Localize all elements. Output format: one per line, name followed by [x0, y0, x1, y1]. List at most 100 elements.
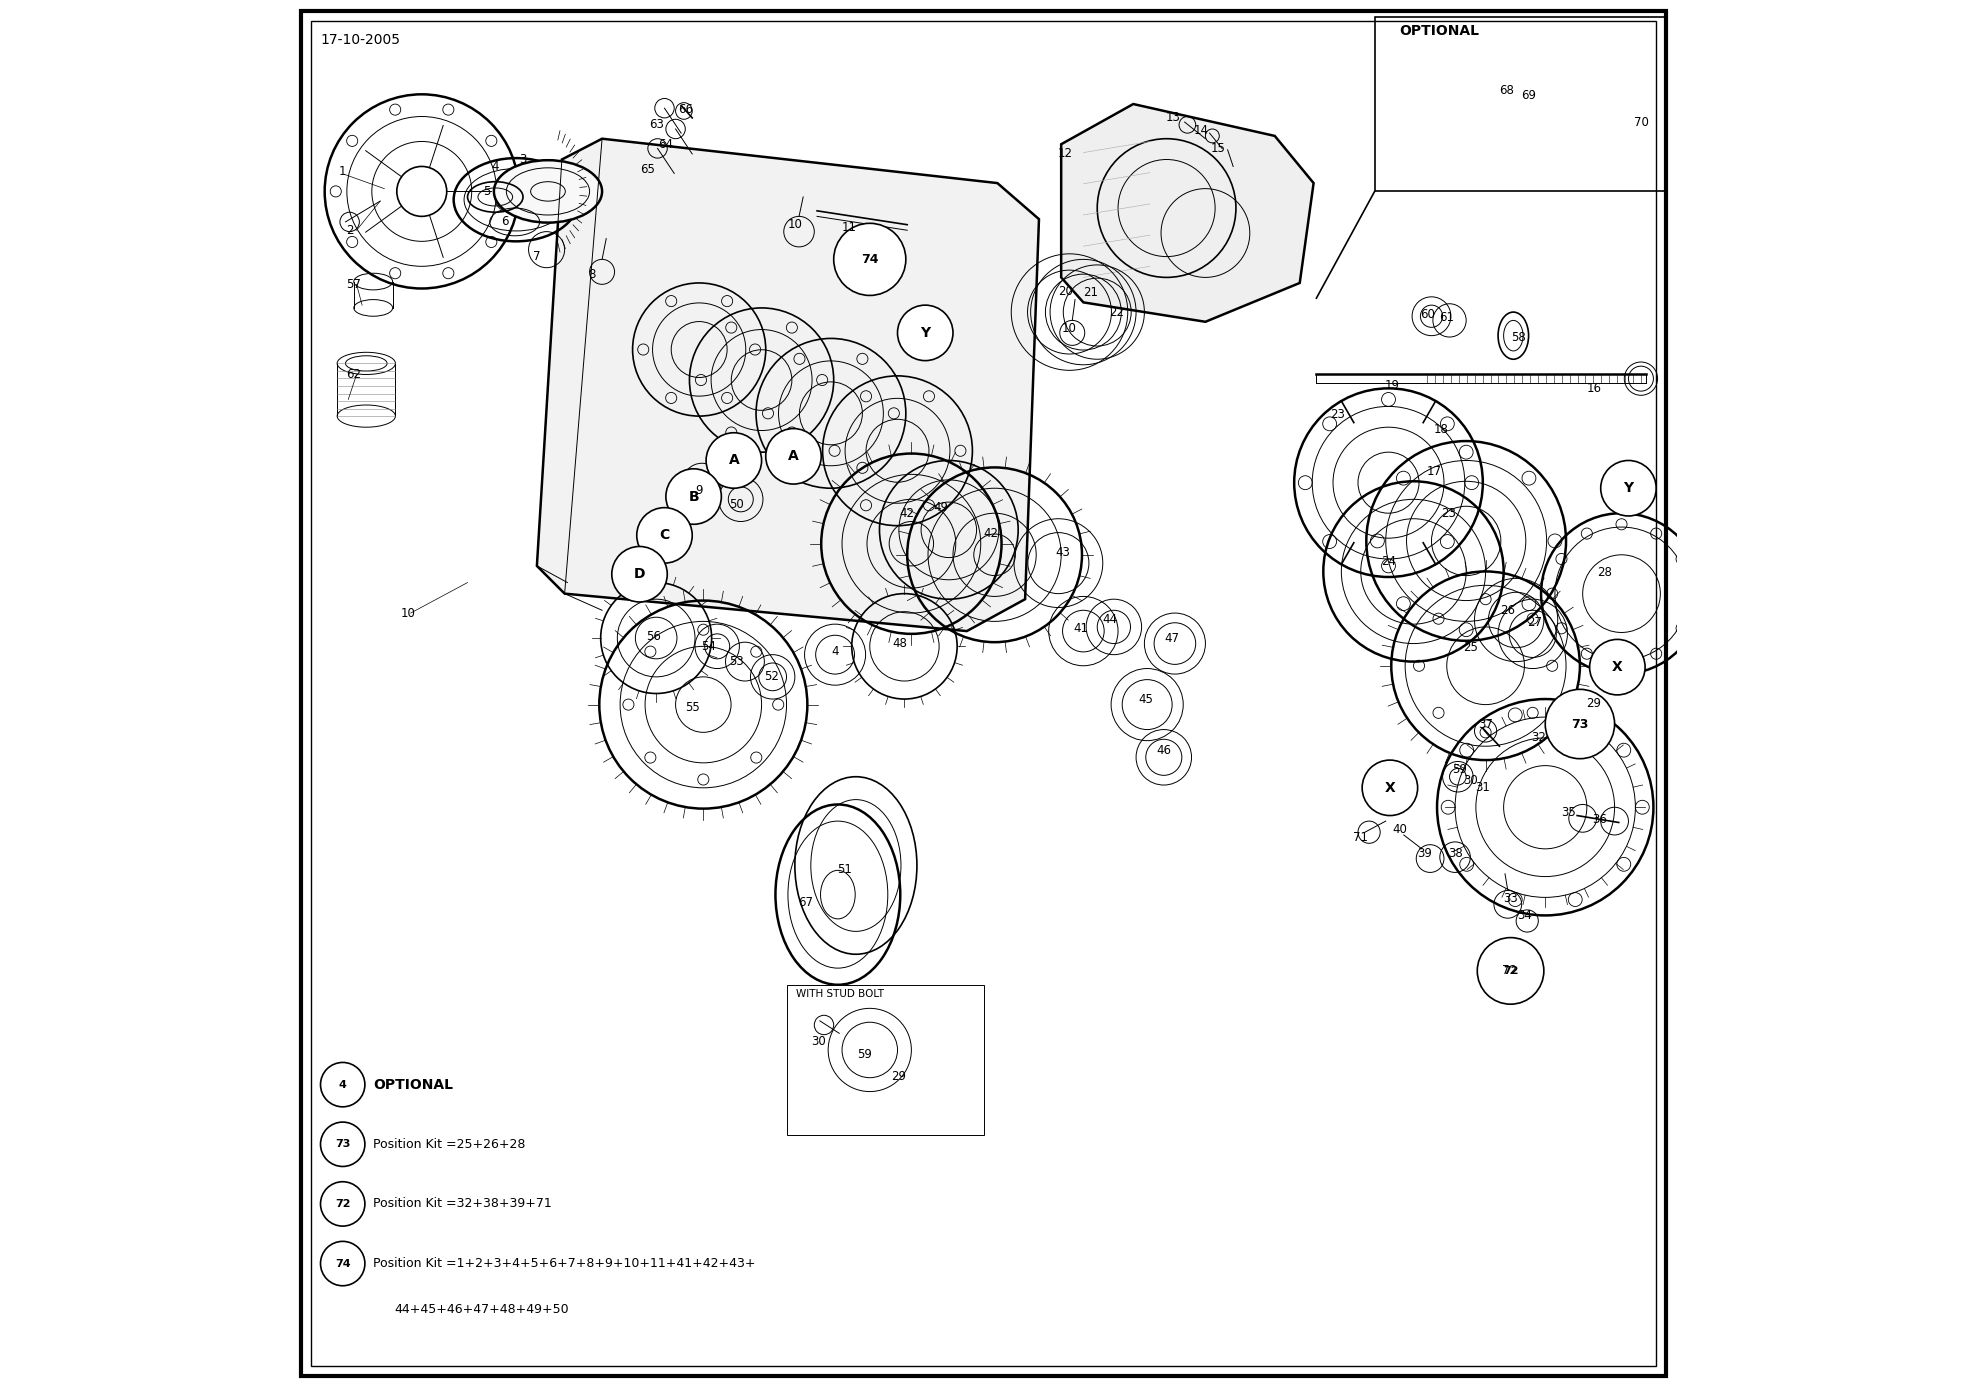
Text: 53: 53 [730, 655, 744, 669]
Text: 18: 18 [1434, 423, 1448, 437]
Circle shape [897, 305, 952, 361]
Text: 46: 46 [1157, 743, 1170, 757]
Text: 59: 59 [858, 1047, 871, 1061]
Text: D: D [633, 567, 645, 581]
Text: 23: 23 [1330, 408, 1345, 422]
Text: 30: 30 [1463, 774, 1477, 788]
Circle shape [834, 223, 907, 295]
Text: 71: 71 [1353, 831, 1369, 845]
Text: 72: 72 [1503, 965, 1519, 976]
Text: 13: 13 [1166, 111, 1180, 125]
Text: 45: 45 [1139, 692, 1153, 706]
Text: 3: 3 [519, 153, 527, 166]
Circle shape [1601, 460, 1656, 516]
Text: 39: 39 [1416, 846, 1432, 860]
Text: 10: 10 [787, 218, 803, 232]
Text: 16: 16 [1585, 381, 1601, 395]
Text: 31: 31 [1475, 781, 1491, 795]
Text: 25: 25 [1463, 641, 1477, 655]
Text: Y: Y [1623, 481, 1633, 495]
Text: 55: 55 [685, 700, 700, 714]
Circle shape [321, 1122, 366, 1166]
Text: 11: 11 [842, 221, 856, 234]
Text: B: B [688, 490, 698, 503]
Text: 51: 51 [838, 863, 852, 877]
Text: 9: 9 [696, 484, 702, 498]
Text: 42: 42 [984, 527, 997, 541]
Circle shape [637, 508, 692, 563]
Text: 7: 7 [533, 250, 541, 264]
Text: 61: 61 [1440, 311, 1454, 325]
Text: 69: 69 [1520, 89, 1536, 103]
Text: C: C [659, 528, 669, 542]
Polygon shape [1060, 104, 1314, 322]
Text: 20: 20 [1058, 284, 1072, 298]
Text: A: A [728, 454, 740, 467]
Circle shape [612, 546, 667, 602]
Bar [787, 985, 984, 1135]
Text: 47: 47 [1164, 631, 1180, 645]
Text: 26: 26 [1501, 603, 1515, 617]
Text: 56: 56 [645, 630, 661, 644]
Text: Position Kit =25+26+28: Position Kit =25+26+28 [374, 1137, 525, 1151]
Text: 34: 34 [1517, 908, 1532, 922]
Text: 44: 44 [1102, 613, 1117, 627]
Circle shape [321, 1062, 366, 1107]
Text: 41: 41 [1074, 621, 1088, 635]
Text: 50: 50 [730, 498, 744, 512]
Text: WITH STUD BOLT: WITH STUD BOLT [797, 989, 885, 999]
Circle shape [706, 433, 761, 488]
Text: 72: 72 [334, 1198, 350, 1209]
Text: 14: 14 [1194, 123, 1210, 137]
Text: 36: 36 [1591, 813, 1607, 827]
Text: 8: 8 [588, 268, 596, 282]
Text: 67: 67 [799, 896, 814, 910]
Circle shape [321, 1241, 366, 1286]
Circle shape [765, 429, 820, 484]
Text: 24: 24 [1381, 555, 1397, 569]
Text: 29: 29 [891, 1069, 907, 1083]
Text: 65: 65 [641, 162, 655, 176]
Text: Y: Y [921, 326, 930, 340]
Text: OPTIONAL: OPTIONAL [374, 1078, 452, 1092]
Text: 22: 22 [1109, 305, 1125, 319]
Text: 28: 28 [1597, 566, 1613, 580]
Text: 62: 62 [346, 368, 362, 381]
Text: 6: 6 [502, 215, 509, 229]
Text: 17-10-2005: 17-10-2005 [321, 33, 401, 47]
Text: 73: 73 [1572, 717, 1589, 731]
Text: Position Kit =1+2+3+4+5+6+7+8+9+10+11+41+42+43+: Position Kit =1+2+3+4+5+6+7+8+9+10+11+41… [374, 1257, 755, 1270]
Text: 54: 54 [702, 639, 716, 653]
Text: 42: 42 [899, 506, 915, 520]
Text: 21: 21 [1082, 286, 1098, 300]
Text: 10: 10 [1062, 322, 1076, 336]
Text: 49: 49 [932, 501, 948, 515]
Text: 66: 66 [679, 103, 692, 117]
Circle shape [1477, 938, 1544, 1004]
Text: A: A [789, 449, 799, 463]
Circle shape [1589, 639, 1644, 695]
Text: 40: 40 [1393, 822, 1406, 836]
Ellipse shape [494, 161, 602, 222]
Bar [1375, 17, 1666, 191]
Text: 72: 72 [1501, 964, 1517, 978]
Text: 15: 15 [1210, 141, 1225, 155]
Text: 58: 58 [1511, 330, 1526, 344]
Text: 57: 57 [346, 277, 362, 291]
Text: X: X [1385, 781, 1395, 795]
Text: 73: 73 [334, 1139, 350, 1150]
Text: 4: 4 [832, 645, 838, 659]
Text: 4: 4 [492, 160, 500, 173]
Text: 68: 68 [1499, 83, 1515, 97]
Text: 60: 60 [1420, 308, 1434, 322]
Text: 5: 5 [484, 184, 490, 198]
Text: 74: 74 [862, 252, 879, 266]
Circle shape [1546, 689, 1615, 759]
Text: 70: 70 [1633, 115, 1648, 129]
Circle shape [1363, 760, 1418, 816]
Text: 64: 64 [659, 137, 673, 151]
Text: 44+45+46+47+48+49+50: 44+45+46+47+48+49+50 [393, 1302, 568, 1316]
Polygon shape [537, 139, 1039, 631]
Text: 35: 35 [1562, 806, 1576, 820]
Text: Position Kit =32+38+39+71: Position Kit =32+38+39+71 [374, 1197, 553, 1211]
